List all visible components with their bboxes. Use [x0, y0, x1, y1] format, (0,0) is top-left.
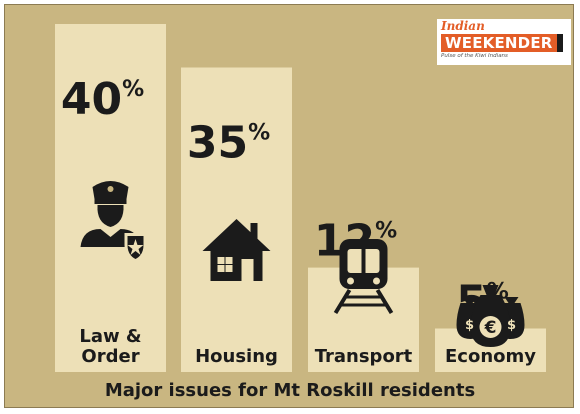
logo-tagline: Pulse of the Kiwi Indians	[441, 53, 508, 59]
logo-line-weekender: WEEKENDER	[441, 34, 563, 52]
value-label-law-order: 40%	[61, 74, 144, 125]
value-label-housing: 35%	[187, 118, 270, 169]
bar-chart: € $ $ 40%Law &Order35%Housing12%Transpor…	[55, 24, 546, 401]
category-label-law-order: Order	[81, 346, 139, 367]
infographic-frame: € $ $ 40%Law &Order35%Housing12%Transpor…	[4, 4, 574, 408]
indian-weekender-logo: Indian WEEKENDER Pulse of the Kiwi India…	[437, 19, 571, 65]
category-label-law-order: Law &	[79, 326, 141, 347]
category-label-housing: Housing	[195, 346, 278, 367]
logo-line-indian: Indian	[441, 19, 485, 33]
category-label-transport: Transport	[315, 346, 413, 367]
category-label-economy: Economy	[445, 346, 536, 367]
chart-title: Major issues for Mt Roskill residents	[105, 380, 475, 401]
